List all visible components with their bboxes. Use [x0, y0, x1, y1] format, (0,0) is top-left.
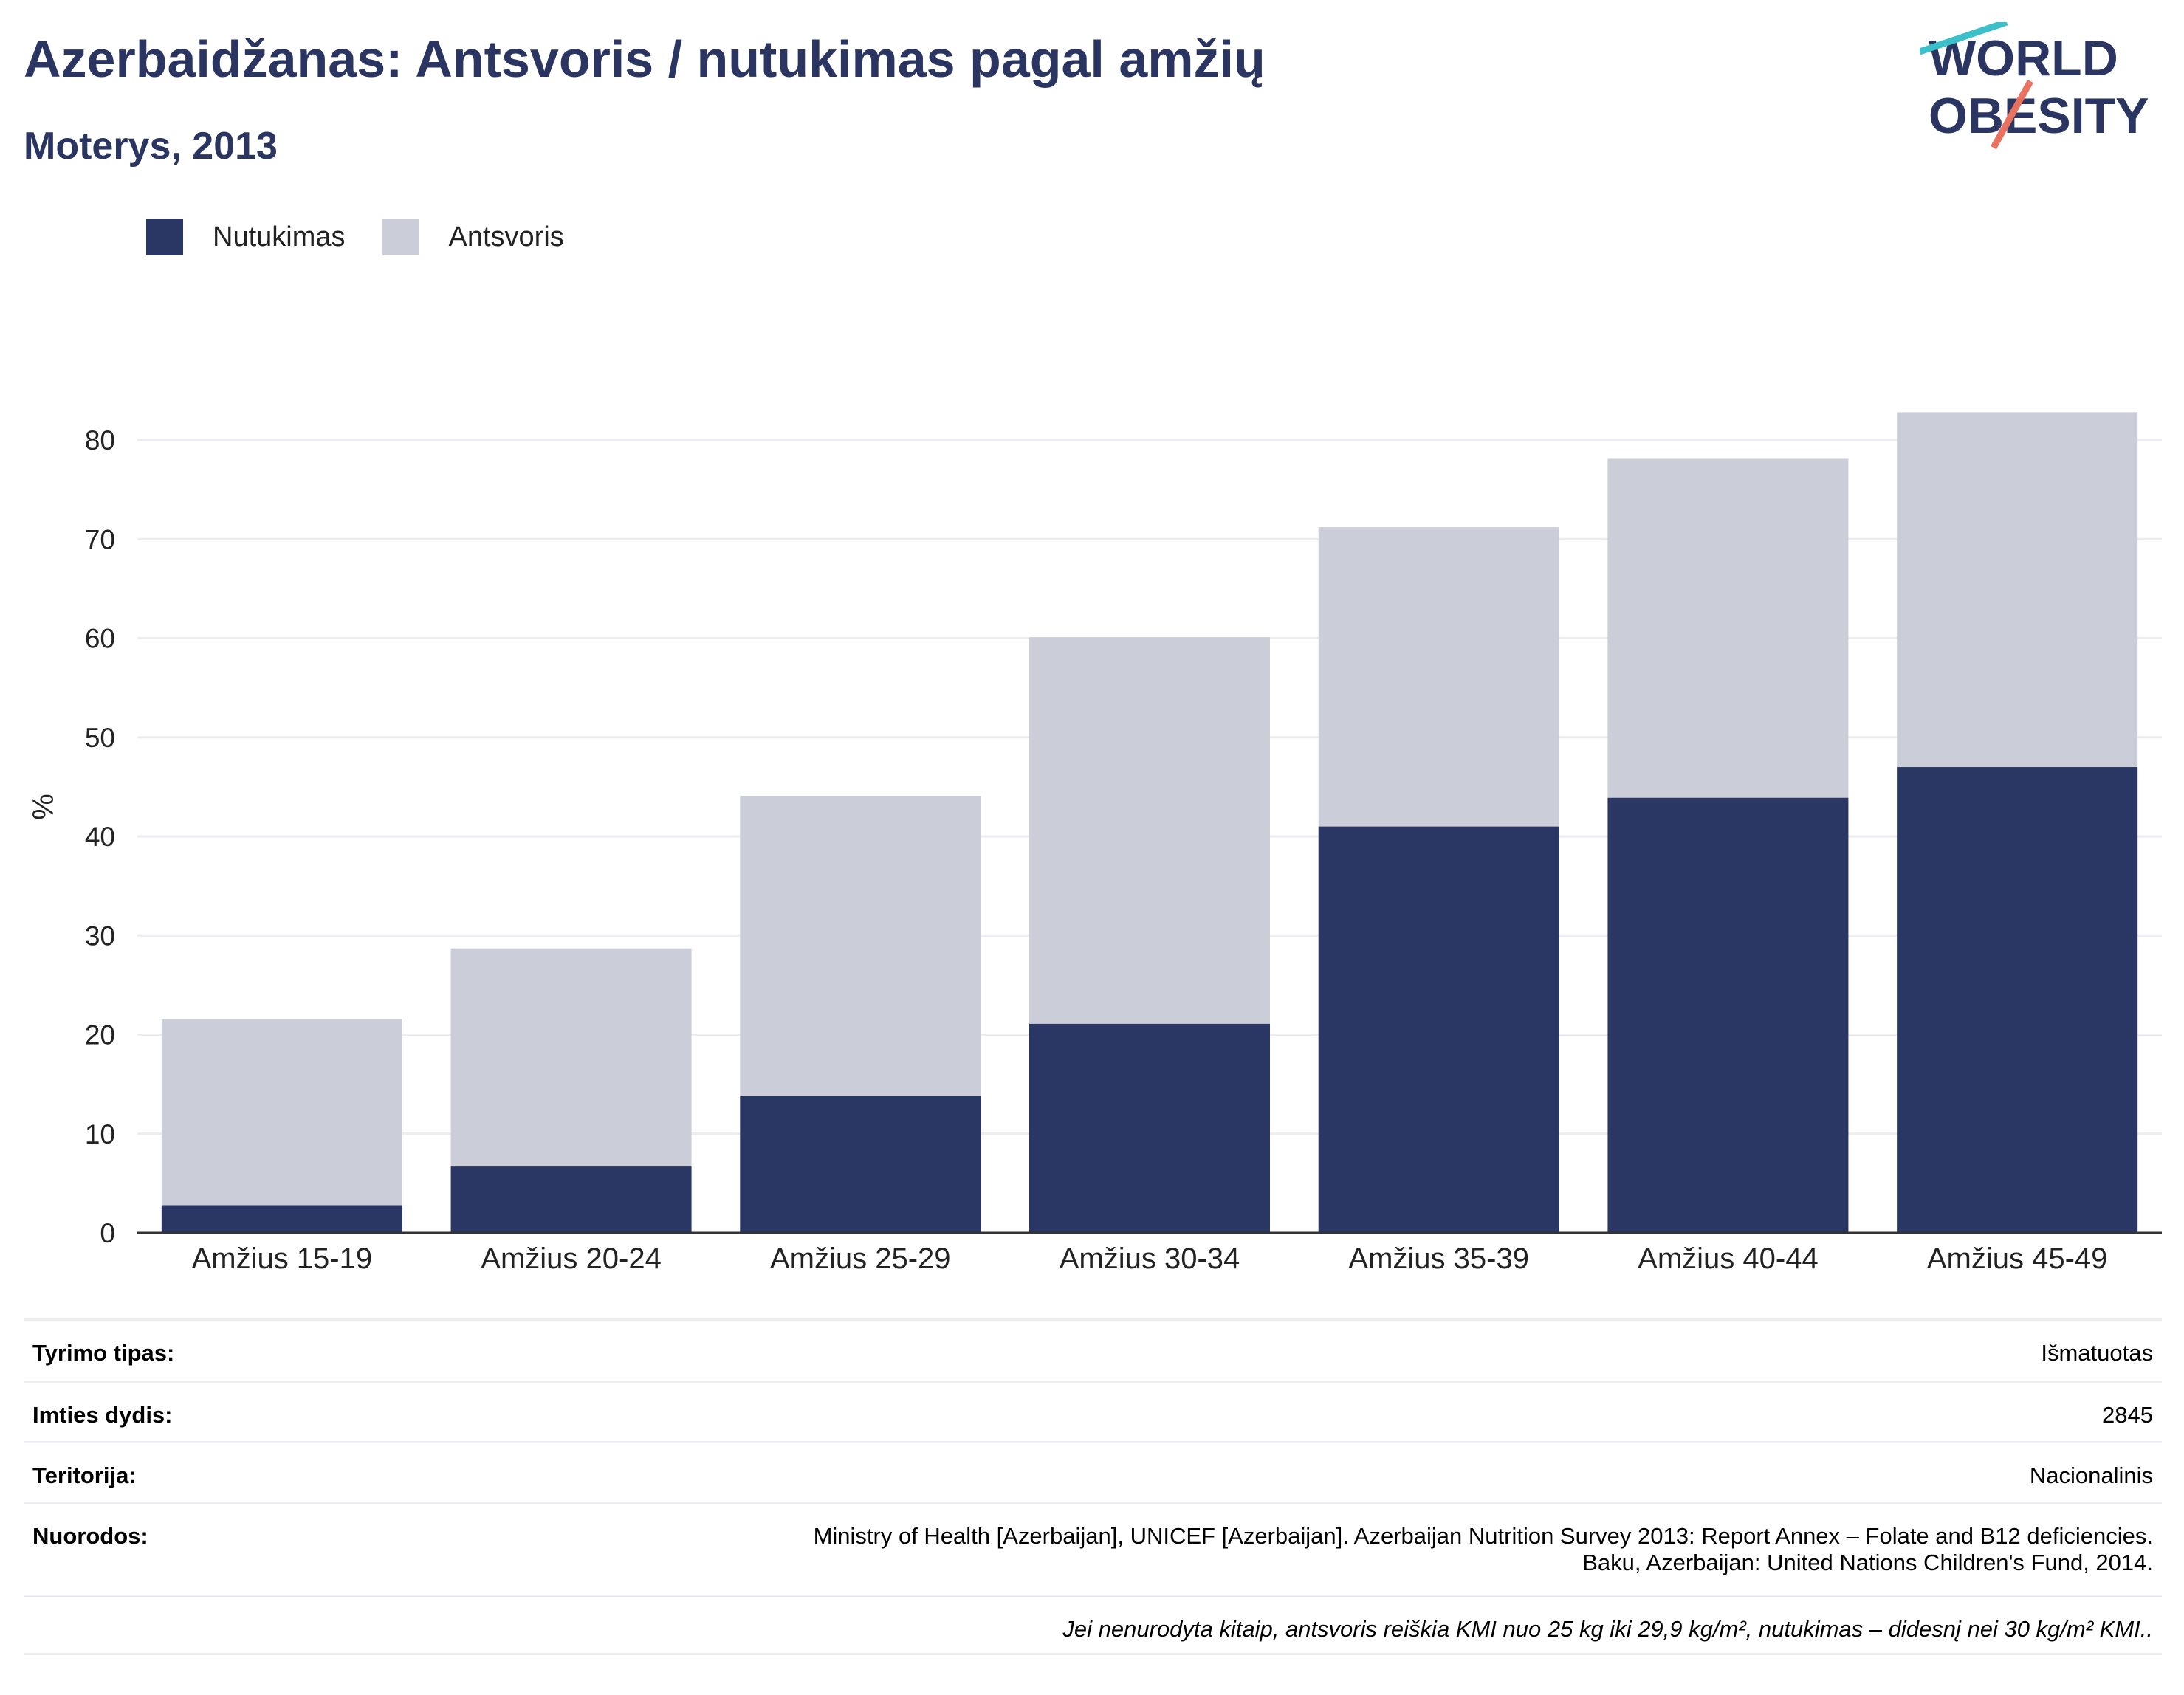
info-key: Tyrimo tipas: — [32, 1340, 175, 1366]
bar-nutukimas — [450, 1166, 692, 1233]
bar-nutukimas — [1318, 826, 1559, 1233]
page-title: Azerbaidžanas: Antsvoris / nutukimas pag… — [24, 30, 1266, 88]
bar-antsvoris — [1318, 527, 1559, 827]
bar-nutukimas — [1607, 797, 1849, 1233]
y-axis-label: % — [27, 794, 60, 820]
chart-legend: Nutukimas Antsvoris — [146, 219, 601, 255]
svg-text:OBESITY: OBESITY — [1929, 88, 2149, 144]
reference-line-2: Baku, Azerbaijan: United Nations Childre… — [1582, 1550, 2153, 1575]
info-key: Nuorodos: — [32, 1523, 148, 1549]
info-row: Tyrimo tipas: Išmatuotas — [24, 1318, 2162, 1381]
info-value: 2845 — [2102, 1402, 2153, 1428]
y-tick-label: 30 — [85, 921, 115, 951]
y-tick-label: 80 — [85, 425, 115, 455]
x-tick-label: Amžius 45-49 — [1927, 1242, 2108, 1275]
stacked-bar-chart: 0 10 20 30 40 50 60 70 80% Amžius 15-19 Amžius 20-… — [27, 412, 2162, 1275]
info-key: Teritorija: — [32, 1462, 137, 1488]
bar-antsvoris — [1029, 637, 1270, 1024]
x-tick-label: Amžius 30-34 — [1060, 1242, 1240, 1275]
world-obesity-logo: WORLD OBESITY — [1920, 22, 2149, 150]
info-value: Nacionalinis — [2029, 1462, 2153, 1488]
y-tick-label: 10 — [85, 1119, 115, 1149]
y-tick-label: 20 — [85, 1020, 115, 1051]
x-tick-label: Amžius 40-44 — [1638, 1242, 1819, 1275]
bar-antsvoris — [740, 795, 981, 1096]
bar-antsvoris — [1607, 458, 1849, 798]
reference-line-1: Ministry of Health [Azerbaijan], UNICEF … — [813, 1523, 2153, 1549]
info-value: Ministry of Health [Azerbaijan], UNICEF … — [814, 1523, 2153, 1595]
bar-antsvoris — [1897, 412, 2138, 768]
bar-antsvoris — [450, 948, 692, 1167]
legend-label: Antsvoris — [448, 221, 564, 252]
bar-nutukimas — [1897, 767, 2138, 1233]
info-row: Nuorodos: Ministry of Health [Azerbaijan… — [24, 1502, 2162, 1595]
x-tick-label: Amžius 15-19 — [192, 1242, 373, 1275]
legend-swatch-nutukimas — [146, 219, 183, 255]
legend-item-nutukimas: Nutukimas — [146, 219, 346, 255]
x-tick-label: Amžius 20-24 — [481, 1242, 662, 1275]
info-row: Teritorija: Nacionalinis — [24, 1441, 2162, 1502]
info-row: Imties dydis: 2845 — [24, 1381, 2162, 1441]
y-tick-label: 60 — [85, 624, 115, 654]
bar-nutukimas — [161, 1205, 402, 1233]
y-tick-label: 40 — [85, 822, 115, 852]
legend-swatch-antsvoris — [382, 219, 419, 255]
x-tick-label: Amžius 25-29 — [770, 1242, 951, 1275]
bar-antsvoris — [161, 1019, 402, 1206]
legend-item-antsvoris: Antsvoris — [382, 219, 564, 255]
info-key: Imties dydis: — [32, 1402, 173, 1428]
info-value: Išmatuotas — [2041, 1340, 2153, 1366]
y-tick-label: 50 — [85, 723, 115, 753]
bar-nutukimas — [1029, 1023, 1270, 1233]
x-tick-label: Amžius 35-39 — [1348, 1242, 1529, 1275]
y-tick-label: 0 — [100, 1218, 115, 1248]
bar-nutukimas — [740, 1096, 981, 1233]
info-row: Jei nenurodyta kitaip, antsvoris reiškia… — [24, 1595, 2162, 1655]
legend-label: Nutukimas — [213, 221, 346, 252]
page-subtitle: Moterys, 2013 — [24, 125, 278, 168]
footnote: Jei nenurodyta kitaip, antsvoris reiškia… — [1062, 1616, 2153, 1642]
info-table: Tyrimo tipas: Išmatuotas Imties dydis: 2… — [24, 1318, 2162, 1655]
y-tick-label: 70 — [85, 524, 115, 554]
